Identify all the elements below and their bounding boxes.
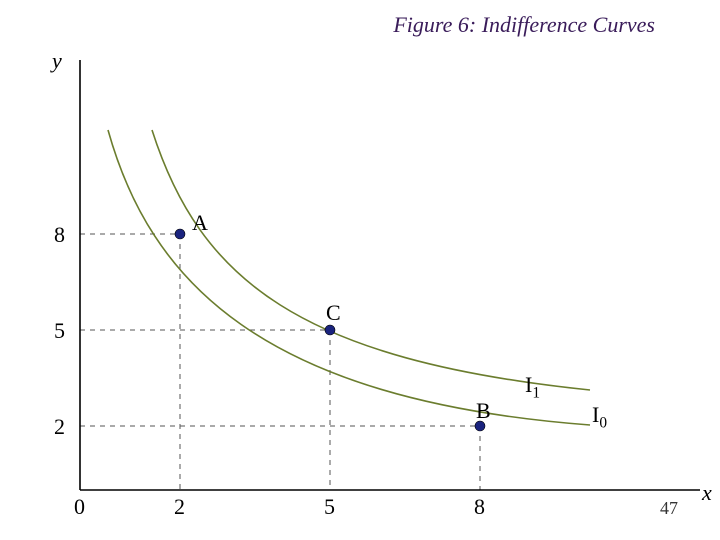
chart-container: { "figure": { "title": "Figure 6: Indiff…	[0, 0, 720, 540]
page-number: 47	[660, 498, 678, 519]
point-label-C: C	[326, 300, 341, 326]
x-tick-2: 2	[174, 494, 185, 520]
y-tick-8: 8	[54, 222, 65, 248]
point-A	[175, 229, 185, 239]
plot-svg	[0, 0, 720, 540]
x-tick-0: 0	[74, 494, 85, 520]
point-C	[325, 325, 335, 335]
curve-I1	[152, 130, 590, 390]
x-tick-8: 8	[474, 494, 485, 520]
curve-label-I0: I0	[592, 402, 607, 432]
x-axis-label: x	[702, 480, 712, 506]
point-label-A: A	[192, 210, 208, 236]
point-label-B: B	[476, 398, 491, 424]
y-axis-label: y	[52, 48, 62, 74]
curve-label-I1: I1	[525, 372, 540, 402]
y-tick-2: 2	[54, 414, 65, 440]
y-tick-5: 5	[54, 318, 65, 344]
x-tick-5: 5	[324, 494, 335, 520]
